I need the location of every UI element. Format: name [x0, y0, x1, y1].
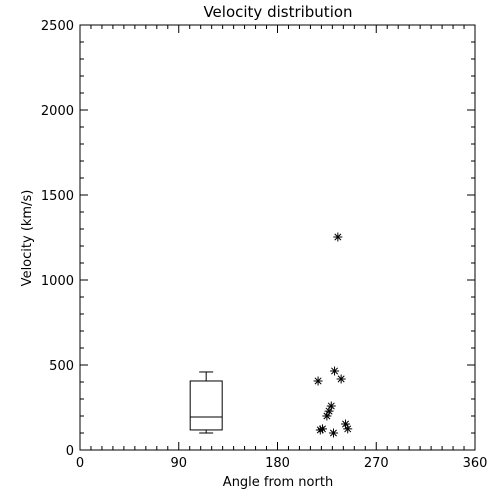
- y-axis-label: Velocity (km/s): [20, 190, 35, 287]
- point: [333, 232, 343, 242]
- box: [189, 380, 223, 431]
- point: [326, 401, 336, 411]
- y-tick-label: 0: [66, 444, 74, 459]
- y-tick-label: 500: [49, 359, 74, 374]
- x-tick-label: 360: [463, 456, 488, 471]
- x-tick-label: 180: [265, 456, 290, 471]
- chart-title: Velocity distribution: [203, 3, 352, 21]
- x-tick-label: 90: [170, 456, 187, 471]
- point: [336, 374, 346, 384]
- point: [343, 424, 353, 434]
- point: [313, 376, 323, 386]
- x-tick-label: 270: [364, 456, 389, 471]
- point: [315, 425, 325, 435]
- x-tick-label: 0: [76, 456, 84, 471]
- plot-frame: [79, 24, 476, 451]
- point: [330, 366, 340, 376]
- point: [328, 428, 338, 438]
- point: [317, 424, 327, 434]
- point: [324, 406, 334, 416]
- point: [322, 411, 332, 421]
- x-axis-label: Angle from north: [223, 475, 333, 490]
- point: [341, 419, 351, 429]
- y-tick-label: 1500: [41, 189, 74, 204]
- y-tick-label: 2500: [41, 19, 74, 34]
- y-tick-label: 2000: [41, 104, 74, 119]
- y-tick-label: 1000: [41, 274, 74, 289]
